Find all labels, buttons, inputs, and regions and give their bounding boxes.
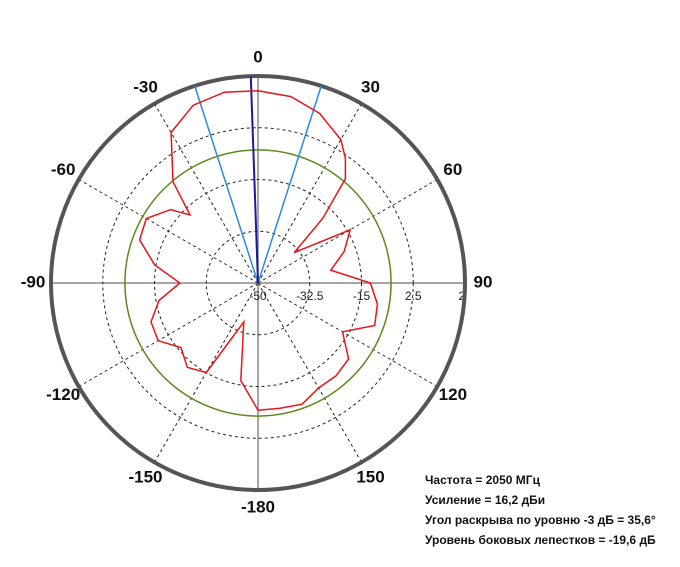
pattern-line [138,90,379,411]
annotation: Усиление = 16,2 дБи [425,493,545,507]
theta-tick-label: -30 [133,78,158,97]
main-beam [249,76,259,284]
grid-ring [154,179,362,387]
theta-tick-label: -120 [46,385,80,404]
theta-tick-label: 30 [361,78,380,97]
r-tick-label: -50 [249,289,267,303]
annotation: Угол раскрыва по уровню -3 дБ = 35,6° [425,513,656,527]
theta-tick-label: -180 [241,497,275,516]
theta-tick-label: -60 [51,160,76,179]
theta-tick-label: -150 [128,467,162,486]
theta-tick-label: 90 [474,272,493,291]
theta-tick-label: 150 [356,467,384,486]
beam-edge [257,85,322,284]
grid-ring [205,230,311,336]
annotation: Уровень боковых лепестков = -19,6 дБ [425,533,656,547]
r-tick-label: 20 [458,289,472,303]
theta-tick-label: 120 [439,385,467,404]
theta-tick-label: 0 [253,47,262,66]
theta-tick-label: 60 [443,160,462,179]
annotation: Частота = 2050 МГц [425,473,541,487]
outer-ring [49,74,467,492]
r-tick-label: -15 [353,289,371,303]
reference-ring [124,149,392,417]
r-labels: -50 -32.5 -15 2.5 20 [249,289,472,303]
beam-edge [194,85,259,284]
r-tick-label: -32.5 [296,289,324,303]
r-tick-label: 2.5 [405,289,422,303]
grid-ring [102,127,414,439]
theta-tick-label: -90 [21,272,46,291]
